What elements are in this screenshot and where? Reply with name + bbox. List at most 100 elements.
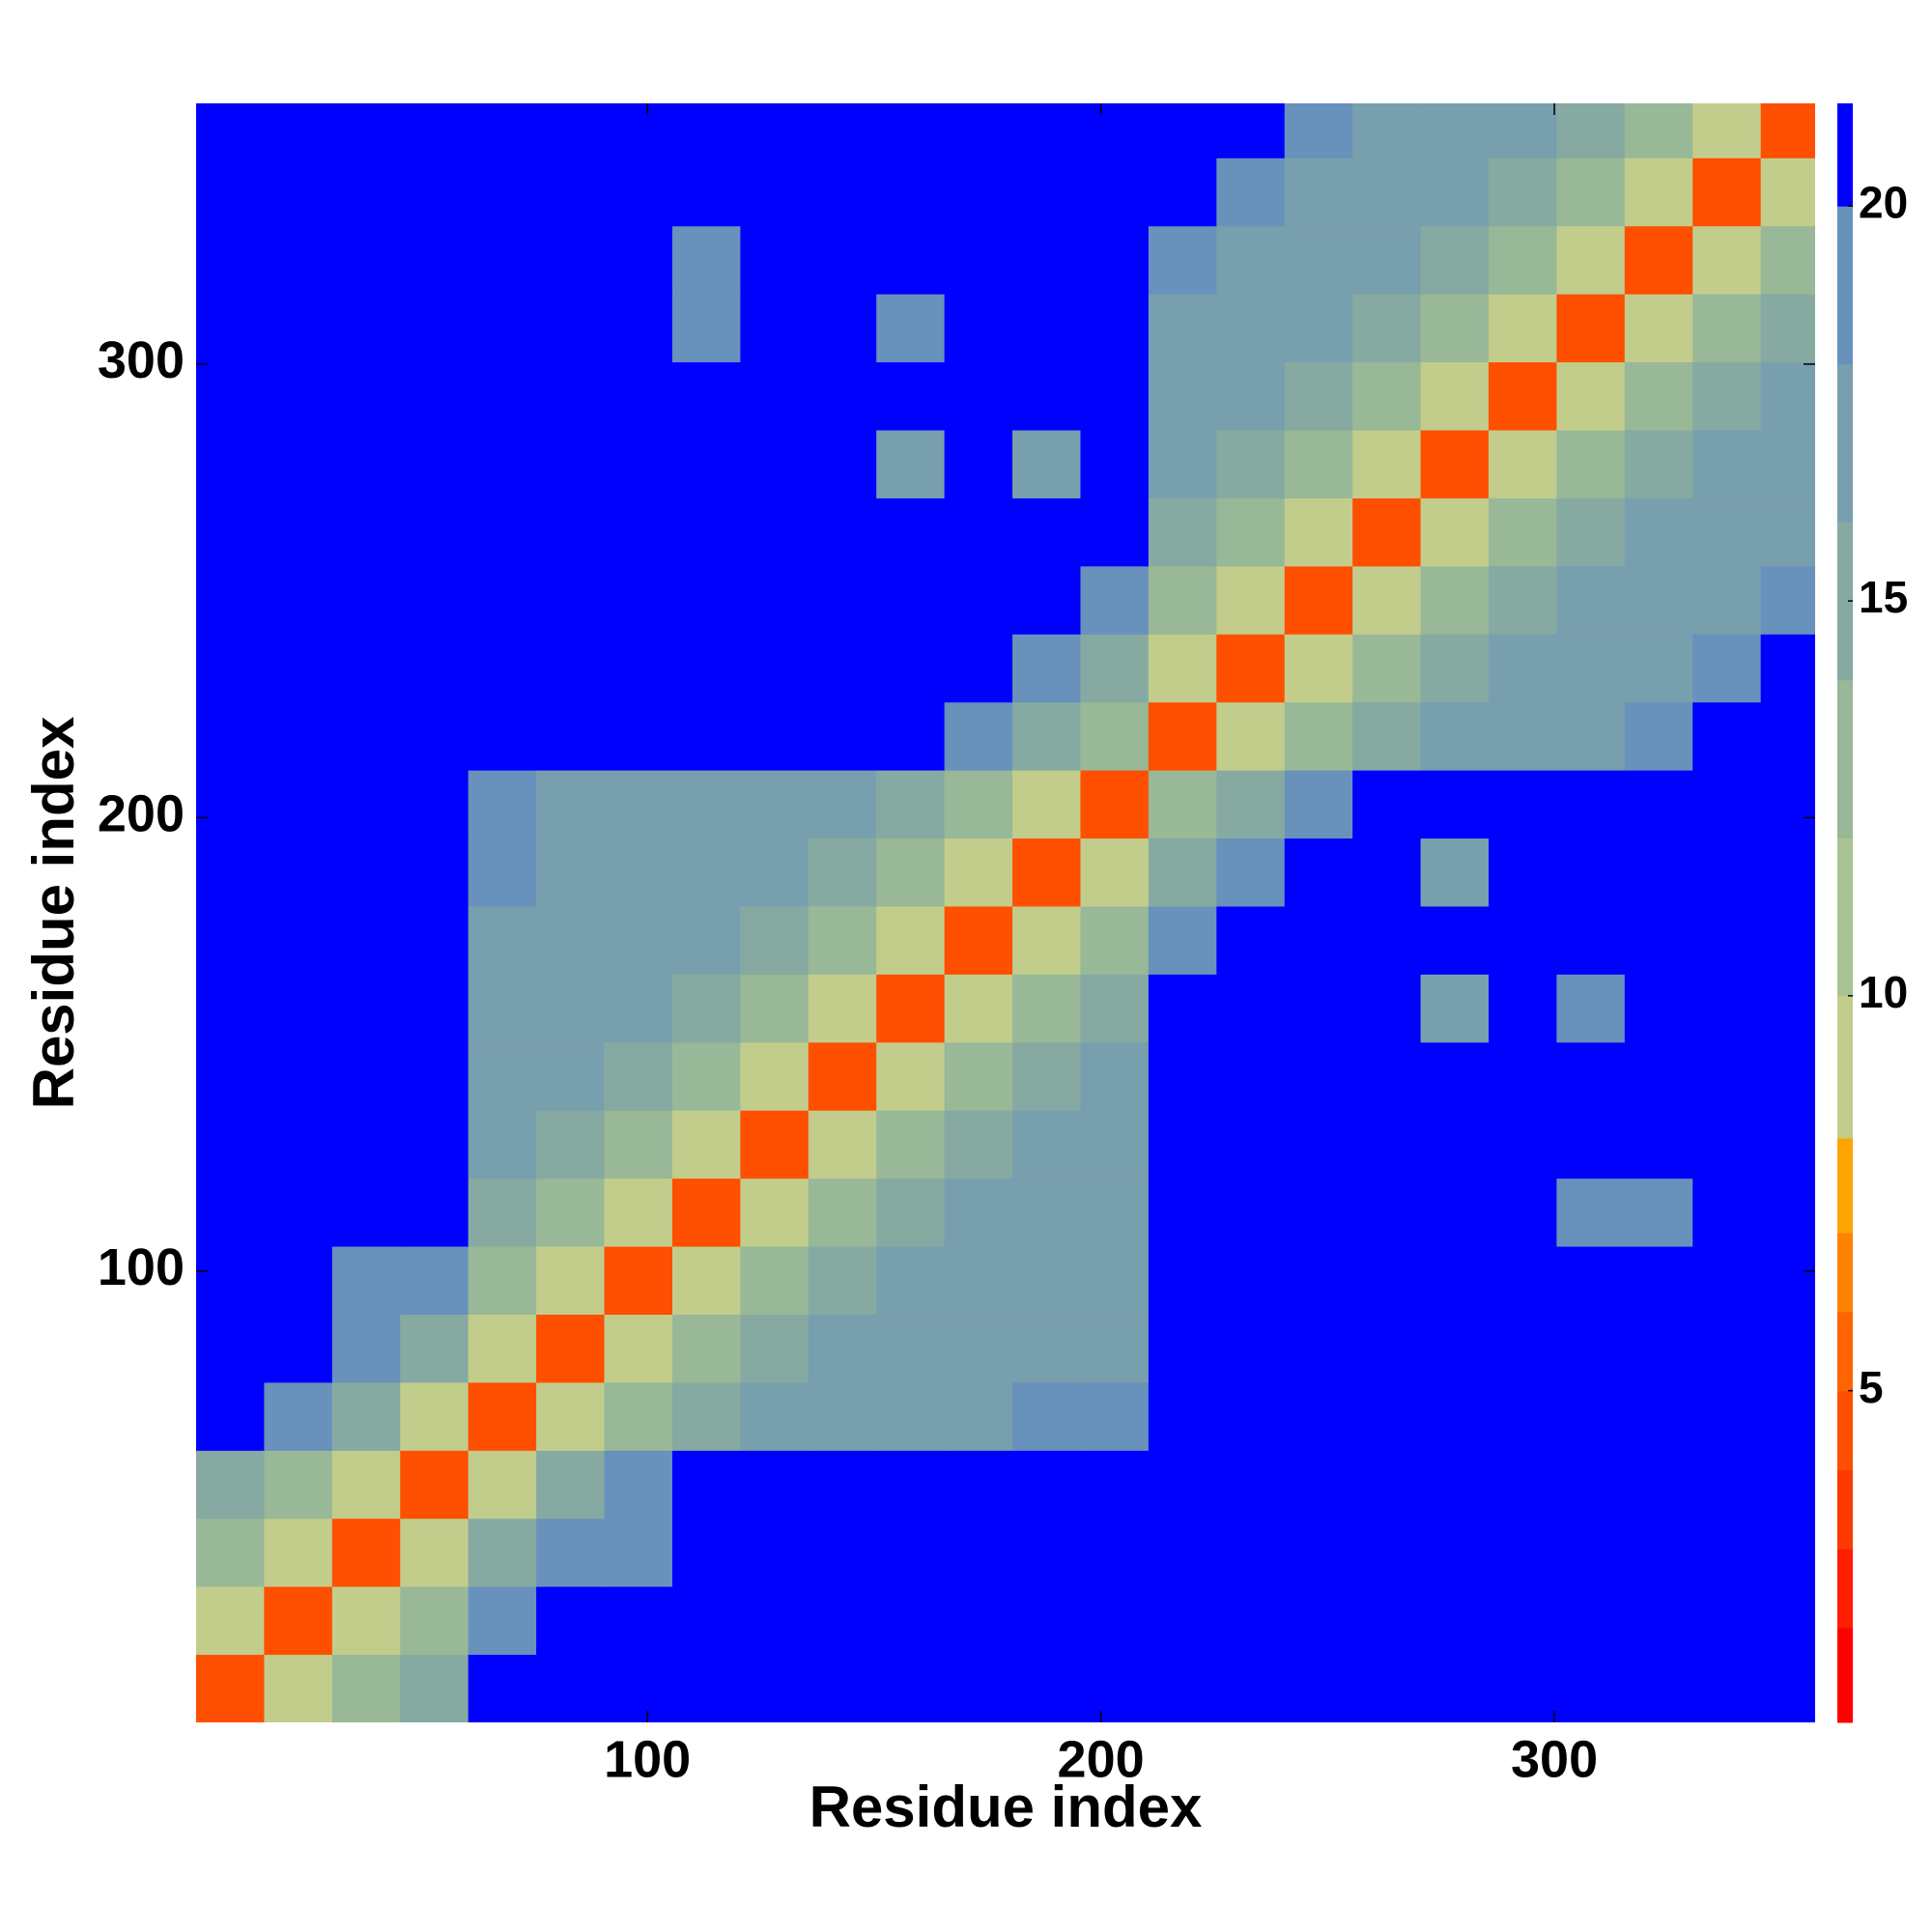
heatmap-cell bbox=[536, 838, 606, 907]
heatmap-cell bbox=[1420, 565, 1490, 635]
heatmap-cell bbox=[400, 634, 469, 703]
heatmap-cell bbox=[1352, 838, 1422, 907]
heatmap-cell bbox=[1284, 565, 1353, 635]
heatmap-cell bbox=[1624, 1041, 1693, 1111]
heatmap-cell bbox=[671, 1110, 741, 1179]
heatmap-cell bbox=[196, 1110, 265, 1179]
heatmap-cell bbox=[196, 974, 265, 1043]
heatmap-cell bbox=[1624, 294, 1693, 363]
heatmap-cell bbox=[1012, 1246, 1081, 1315]
heatmap-cell bbox=[1420, 1041, 1490, 1111]
heatmap-cell bbox=[1284, 701, 1353, 771]
heatmap-cell bbox=[1488, 974, 1557, 1043]
heatmap-cell bbox=[400, 1450, 469, 1520]
heatmap-cell bbox=[331, 1586, 401, 1656]
heatmap-cell bbox=[604, 294, 673, 363]
heatmap-cell bbox=[468, 157, 537, 227]
heatmap-cell bbox=[876, 838, 946, 907]
heatmap-cell bbox=[1488, 1586, 1557, 1656]
heatmap-cell bbox=[1012, 1654, 1081, 1722]
heatmap-cell bbox=[400, 701, 469, 771]
heatmap-cell bbox=[1148, 1450, 1217, 1520]
heatmap-cell bbox=[1284, 1246, 1353, 1315]
heatmap-cell bbox=[331, 1450, 401, 1520]
heatmap-cell bbox=[1556, 701, 1626, 771]
heatmap-cell bbox=[1148, 361, 1217, 431]
heatmap-cell bbox=[1488, 838, 1557, 907]
heatmap-cell bbox=[740, 1381, 810, 1451]
heatmap-cell bbox=[1148, 701, 1217, 771]
heatmap-cell bbox=[944, 1518, 1013, 1587]
heatmap-cell bbox=[1556, 1450, 1626, 1520]
heatmap-cell bbox=[468, 1110, 537, 1179]
heatmap-cell bbox=[196, 905, 265, 975]
heatmap-cell bbox=[1352, 1381, 1422, 1451]
heatmap-cell bbox=[1284, 1450, 1353, 1520]
heatmap-cell bbox=[1352, 1654, 1422, 1722]
heatmap-cell bbox=[1488, 1314, 1557, 1383]
heatmap-cell bbox=[1352, 701, 1422, 771]
heatmap-cell bbox=[264, 905, 333, 975]
heatmap-cell bbox=[264, 974, 333, 1043]
heatmap-cell bbox=[1216, 1178, 1286, 1247]
heatmap-cell bbox=[1148, 905, 1217, 975]
heatmap-cell bbox=[1692, 225, 1762, 295]
heatmap-cell bbox=[1488, 294, 1557, 363]
heatmap-cell bbox=[1216, 225, 1286, 295]
heatmap-cell bbox=[1556, 361, 1626, 431]
heatmap-cell bbox=[1420, 1178, 1490, 1247]
heatmap-cell bbox=[1284, 1178, 1353, 1247]
heatmap-cell bbox=[264, 565, 333, 635]
heatmap-cell bbox=[1624, 157, 1693, 227]
heatmap-cell bbox=[468, 1450, 537, 1520]
heatmap-cell bbox=[1692, 1518, 1762, 1587]
colorbar-segment bbox=[1837, 995, 1853, 1139]
heatmap-cell bbox=[400, 497, 469, 567]
heatmap-cell bbox=[1420, 1110, 1490, 1179]
heatmap-cell bbox=[1420, 225, 1490, 295]
heatmap-cell bbox=[1488, 1246, 1557, 1315]
heatmap-cell bbox=[1284, 361, 1353, 431]
heatmap-cell bbox=[1080, 1654, 1150, 1722]
heatmap-cell bbox=[1420, 497, 1490, 567]
heatmap-cell bbox=[808, 565, 877, 635]
heatmap-cell bbox=[264, 1381, 333, 1451]
heatmap-cell bbox=[468, 770, 537, 839]
heatmap-cell bbox=[196, 1518, 265, 1587]
heatmap-cell bbox=[196, 1178, 265, 1247]
heatmap-cell bbox=[1420, 1246, 1490, 1315]
heatmap-cell bbox=[1216, 103, 1286, 158]
heatmap-cell bbox=[536, 634, 606, 703]
heatmap-cell bbox=[1760, 430, 1815, 498]
heatmap-cell bbox=[1556, 1654, 1626, 1722]
heatmap-cell bbox=[1624, 430, 1693, 498]
heatmap-cell bbox=[1012, 103, 1081, 158]
heatmap-cell bbox=[1012, 1178, 1081, 1247]
heatmap-cell bbox=[1352, 1041, 1422, 1111]
heatmap-cell bbox=[671, 1314, 741, 1383]
heatmap-cell bbox=[468, 838, 537, 907]
heatmap-cell bbox=[1148, 565, 1217, 635]
heatmap-cell bbox=[1692, 974, 1762, 1043]
heatmap-cell bbox=[604, 565, 673, 635]
heatmap-cell bbox=[400, 361, 469, 431]
heatmap-cell bbox=[1624, 361, 1693, 431]
heatmap-cell bbox=[1692, 1654, 1762, 1722]
heatmap-cell bbox=[1012, 430, 1081, 498]
heatmap-cell bbox=[1624, 1586, 1693, 1656]
heatmap-cell bbox=[400, 974, 469, 1043]
heatmap-cell bbox=[1216, 157, 1286, 227]
heatmap-cell bbox=[1692, 838, 1762, 907]
heatmap-cell bbox=[536, 1518, 606, 1587]
colorbar-tick-label: 10 bbox=[1859, 967, 1908, 1017]
heatmap-cell bbox=[808, 1518, 877, 1587]
heatmap-cell bbox=[196, 361, 265, 431]
heatmap-cell bbox=[1760, 1654, 1815, 1722]
heatmap-cell bbox=[400, 103, 469, 158]
heatmap-cell bbox=[196, 1450, 265, 1520]
heatmap-cell bbox=[876, 1041, 946, 1111]
heatmap-cell bbox=[876, 294, 946, 363]
heatmap-cell bbox=[876, 1246, 946, 1315]
heatmap-cell bbox=[1012, 1041, 1081, 1111]
heatmap-cell bbox=[1420, 701, 1490, 771]
